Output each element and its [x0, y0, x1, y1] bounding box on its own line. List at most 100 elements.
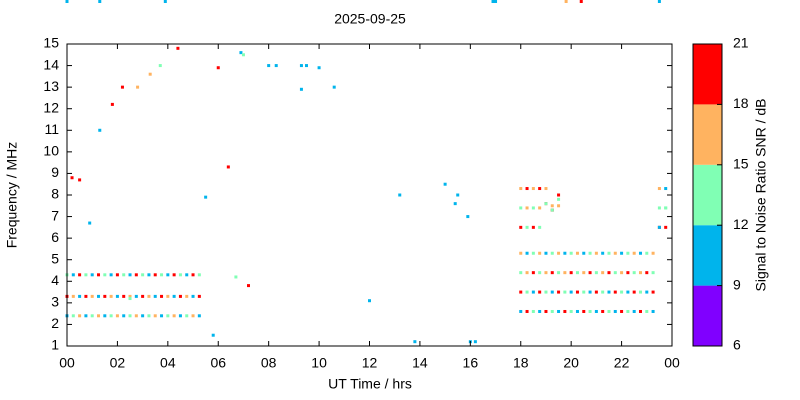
point [115, 314, 119, 318]
point [128, 294, 132, 298]
point [178, 314, 182, 318]
y-tick-label: 3 [51, 294, 59, 310]
point [519, 206, 523, 210]
point [185, 273, 189, 277]
point [78, 314, 82, 318]
point [531, 251, 535, 255]
point [494, 0, 498, 3]
y-tick-label: 6 [51, 229, 59, 245]
point [178, 294, 182, 298]
point [638, 251, 642, 255]
point [153, 273, 157, 277]
point [531, 290, 535, 294]
point [466, 215, 470, 219]
point [226, 165, 230, 169]
point [557, 251, 561, 255]
point [65, 0, 69, 3]
point [71, 294, 75, 298]
point [657, 0, 661, 3]
point [645, 290, 649, 294]
point [525, 206, 529, 210]
point [84, 314, 88, 318]
point [544, 271, 548, 275]
point [109, 273, 113, 277]
point [267, 64, 271, 68]
colorbar-tick-label: 6 [733, 337, 741, 353]
point [544, 251, 548, 255]
point [78, 178, 82, 182]
y-axis-label: Frequency / MHz [4, 142, 20, 249]
point [525, 309, 529, 313]
point [90, 314, 94, 318]
point [582, 309, 586, 313]
point [607, 309, 611, 313]
x-tick-label: 20 [563, 355, 579, 371]
colorbar-label: Signal to Noise Ratio SNR / dB [753, 99, 769, 292]
point [160, 314, 164, 318]
point [78, 273, 82, 277]
point [109, 294, 113, 298]
point [166, 314, 170, 318]
point [247, 284, 250, 288]
point [178, 273, 182, 277]
point [638, 290, 642, 294]
colorbar-segment [693, 104, 722, 165]
point [241, 53, 245, 57]
point [582, 251, 586, 255]
point [216, 66, 220, 70]
x-tick-label: 12 [362, 355, 378, 371]
point [97, 294, 101, 298]
point [664, 225, 668, 229]
point [569, 290, 573, 294]
x-tick-label: 02 [110, 355, 126, 371]
point [234, 275, 238, 279]
point [550, 309, 554, 313]
point [153, 314, 157, 318]
point [70, 176, 74, 180]
colorbar-tick-label: 15 [733, 156, 749, 172]
point [569, 251, 573, 255]
point [317, 66, 321, 70]
point [544, 202, 548, 206]
point [398, 193, 402, 197]
x-tick-label: 18 [513, 355, 529, 371]
point [564, 0, 568, 3]
point [71, 273, 75, 277]
y-tick-label: 5 [51, 250, 59, 266]
y-tick-label: 12 [43, 99, 59, 115]
point [473, 340, 477, 344]
colorbar-tick-label: 18 [733, 95, 749, 111]
point [579, 0, 583, 3]
point [456, 193, 460, 197]
point [563, 271, 567, 275]
point [531, 187, 535, 191]
point [550, 208, 554, 212]
point [664, 206, 668, 210]
point [128, 314, 132, 318]
point [638, 309, 642, 313]
point [239, 51, 243, 55]
x-tick-label: 06 [210, 355, 226, 371]
point [588, 290, 592, 294]
point [147, 314, 151, 318]
colorbar-segment [693, 285, 722, 346]
point [550, 290, 554, 294]
point [575, 309, 579, 313]
y-tick-label: 4 [51, 272, 59, 288]
point [176, 46, 180, 50]
point [166, 273, 170, 277]
point [632, 251, 636, 255]
point [531, 206, 535, 210]
point [651, 271, 655, 275]
x-tick-label: 08 [261, 355, 277, 371]
colorbar-tick-label: 21 [733, 35, 749, 51]
point [197, 314, 201, 318]
point [128, 273, 132, 277]
point [332, 85, 336, 89]
point [525, 251, 529, 255]
x-tick-label: 10 [311, 355, 327, 371]
point [563, 309, 567, 313]
point [651, 290, 655, 294]
point [582, 290, 586, 294]
point [148, 72, 152, 76]
